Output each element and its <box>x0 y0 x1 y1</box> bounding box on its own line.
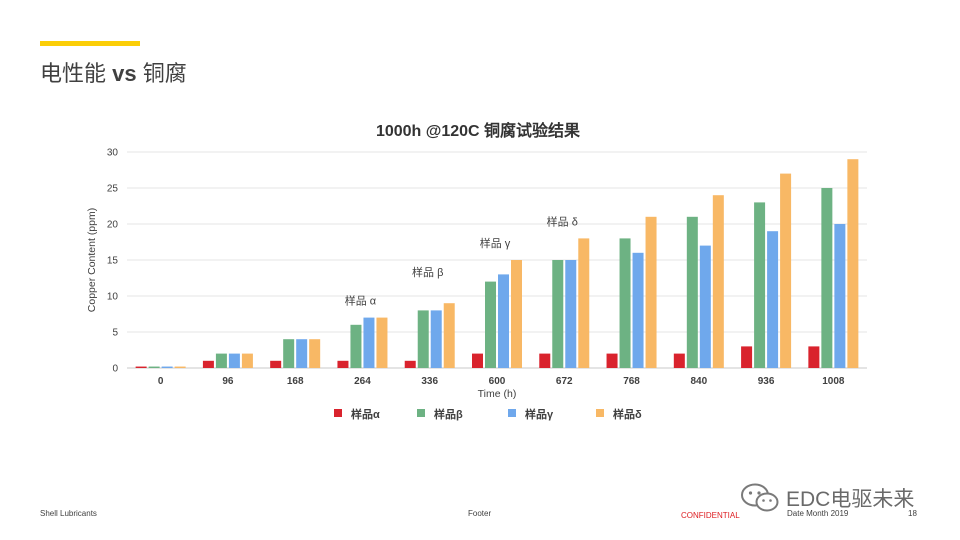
y-tick-label: 10 <box>107 292 119 303</box>
bar <box>296 339 308 368</box>
legend-swatch <box>417 409 425 417</box>
bar <box>712 195 724 368</box>
slide-title-prefix: 电性能 <box>40 61 107 86</box>
y-tick-label: 30 <box>107 148 119 159</box>
x-tick-label: 672 <box>556 376 573 387</box>
x-tick-label: 168 <box>287 376 304 387</box>
bar <box>135 366 147 368</box>
x-tick-label: 936 <box>758 376 775 387</box>
y-tick-label: 20 <box>107 220 119 231</box>
y-axis-label: Copper Content (ppm) <box>86 208 98 312</box>
bar <box>417 310 429 368</box>
bar <box>606 353 618 368</box>
y-tick-label: 0 <box>112 364 118 375</box>
y-tick-label: 15 <box>107 256 119 267</box>
bar <box>565 260 577 368</box>
legend-swatch <box>508 409 516 417</box>
bar <box>174 366 186 368</box>
y-tick-label: 25 <box>107 184 119 195</box>
bar <box>808 346 820 368</box>
legend-label: 样品β <box>434 407 463 421</box>
title-accent-bar <box>40 41 140 46</box>
chart-annotation: 样品 γ <box>480 236 511 250</box>
x-tick-label: 96 <box>222 376 234 387</box>
x-tick-label: 0 <box>158 376 164 387</box>
watermark-text: EDC电驱未来 <box>786 488 915 511</box>
bar <box>619 238 631 368</box>
bar <box>148 366 160 368</box>
x-tick-label: 600 <box>489 376 506 387</box>
footer-date: Date Month 2019 <box>787 509 849 518</box>
bar <box>472 353 483 368</box>
bar <box>834 224 846 368</box>
bar <box>847 159 859 368</box>
bar <box>686 216 698 368</box>
bar <box>645 216 657 368</box>
x-tick-label: 840 <box>690 376 707 387</box>
bar <box>270 360 282 368</box>
x-tick-label: 336 <box>421 376 438 387</box>
bar <box>821 188 833 368</box>
legend-swatch <box>596 409 604 417</box>
bar <box>539 353 551 368</box>
bar <box>443 303 455 368</box>
bar <box>578 238 590 368</box>
bar <box>228 353 240 368</box>
x-axis-label: Time (h) <box>478 388 517 400</box>
chart-annotation: 样品 α <box>345 294 377 308</box>
footer-confidential: CONFIDENTIAL <box>681 511 740 520</box>
bar <box>632 252 644 368</box>
bar <box>741 346 753 368</box>
legend-label: 样品α <box>351 407 380 421</box>
bar <box>673 353 685 368</box>
bar <box>363 317 375 368</box>
bar <box>699 245 711 368</box>
bar <box>215 353 227 368</box>
slide-title-suffix: 铜腐 <box>142 61 187 86</box>
bar <box>430 310 442 368</box>
chart-annotation: 样品 β <box>412 265 443 279</box>
bar <box>511 260 522 368</box>
bar <box>754 202 766 368</box>
footer-center: Footer <box>468 509 492 518</box>
bar <box>241 353 253 368</box>
wechat-icon <box>741 483 779 512</box>
bar <box>498 274 509 368</box>
bar <box>376 317 388 368</box>
bar <box>780 173 792 368</box>
bar <box>309 339 321 368</box>
chart-annotation: 样品 δ <box>547 214 578 228</box>
legend-label: 样品δ <box>613 407 642 421</box>
footer-page-number: 18 <box>908 509 917 518</box>
y-tick-label: 5 <box>112 328 118 339</box>
bar <box>404 360 416 368</box>
x-tick-label: 264 <box>354 376 371 387</box>
bar <box>350 324 362 368</box>
slide-title: 电性能 vs 铜腐 <box>40 56 187 88</box>
bar <box>485 281 496 368</box>
bar <box>767 231 779 368</box>
footer-company: Shell Lubricants <box>40 509 97 518</box>
x-tick-label: 1008 <box>822 376 845 387</box>
slide-title-vs: vs <box>112 61 137 86</box>
legend-swatch <box>334 409 342 417</box>
chart-title: 1000h @120C 铜腐试验结果 <box>376 121 580 140</box>
bar <box>202 360 214 368</box>
bar <box>337 360 349 368</box>
bar <box>552 260 564 368</box>
bar <box>161 366 173 368</box>
bar <box>283 339 295 368</box>
x-tick-label: 768 <box>623 376 640 387</box>
legend-label: 样品γ <box>525 407 554 421</box>
watermark: EDC电驱未来 <box>740 482 914 514</box>
